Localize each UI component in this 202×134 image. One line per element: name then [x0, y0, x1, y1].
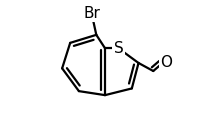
Text: Br: Br: [83, 6, 100, 21]
Text: S: S: [114, 41, 123, 56]
Text: O: O: [160, 55, 172, 70]
